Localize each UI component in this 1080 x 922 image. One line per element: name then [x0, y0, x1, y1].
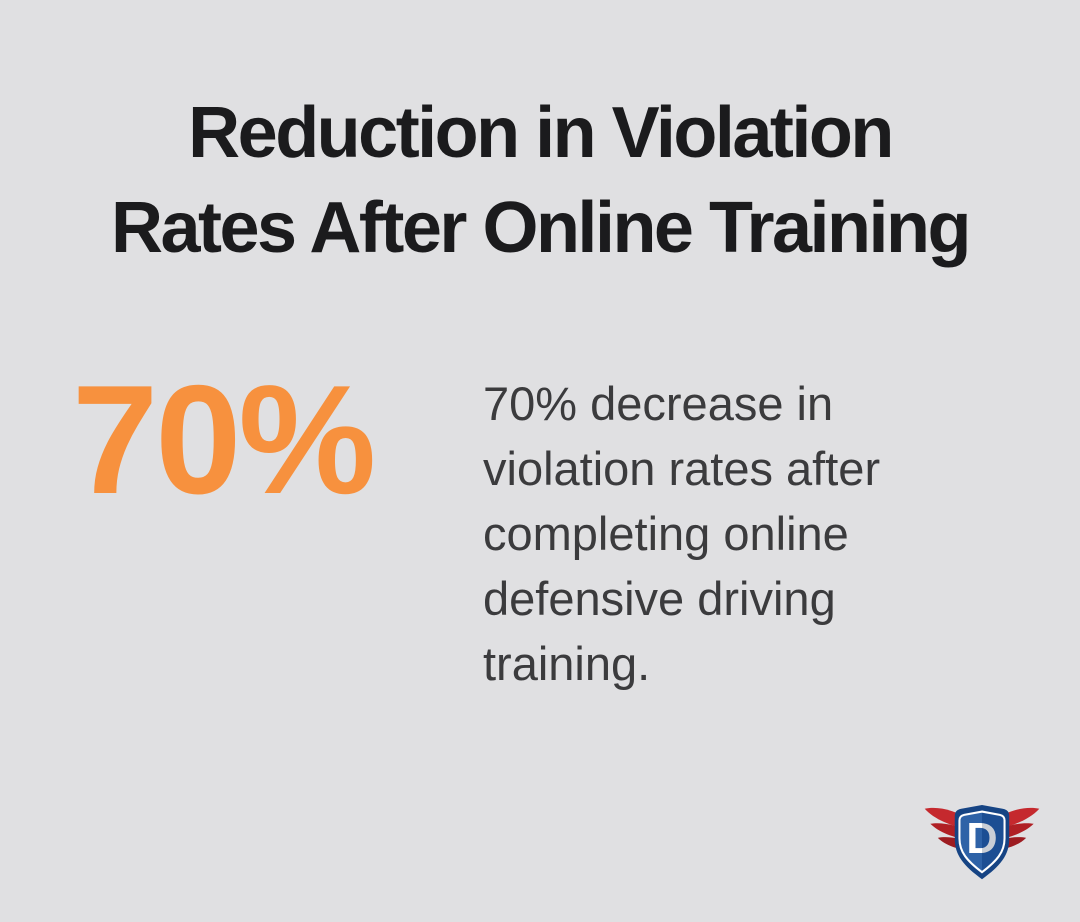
stat-description-line: 70% decrease in [483, 377, 834, 430]
shield-wings-logo-icon: D [924, 804, 1040, 880]
logo-letter: D [966, 815, 997, 863]
page-title: Reduction in Violation Rates After Onlin… [0, 86, 1080, 276]
page-title-line-2: Rates After Online Training [111, 188, 972, 268]
stat-description: 70% decrease in violation rates after co… [483, 371, 943, 696]
shield-icon: D [954, 804, 1010, 880]
stat-value: 70% [72, 353, 376, 526]
stat-description-line: training. [483, 637, 651, 690]
stat-description-line: violation rates after [483, 442, 881, 495]
stat-description-line: completing online [483, 507, 849, 560]
stat-description-line: defensive driving [483, 572, 836, 625]
page-title-line-1: Reduction in Violation [188, 93, 894, 173]
brand-logo: D [920, 800, 1044, 887]
